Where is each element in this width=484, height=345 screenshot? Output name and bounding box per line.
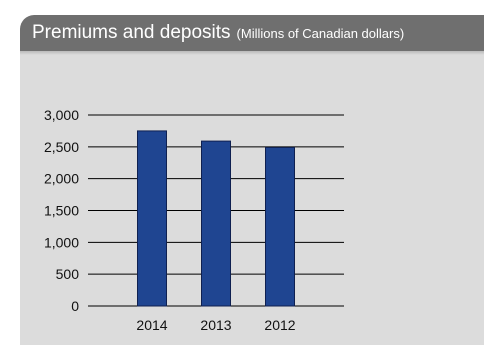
chart-panel: Premiums and deposits (Millions of Canad… — [20, 15, 484, 345]
y-tick-label: 500 — [56, 266, 80, 282]
x-tick-label: 2014 — [136, 317, 167, 333]
bar — [201, 140, 231, 307]
chart-header: Premiums and deposits (Millions of Canad… — [20, 15, 484, 51]
bar — [137, 130, 167, 307]
y-tick-label: 1,500 — [44, 203, 79, 219]
y-tick-label: 1,000 — [44, 234, 79, 250]
chart-subtitle: (Millions of Canadian dollars) — [236, 25, 405, 41]
y-tick-label: 0 — [71, 298, 79, 314]
chart-title: Premiums and deposits — [32, 22, 231, 43]
y-tick-label: 2,000 — [44, 171, 79, 187]
y-tick-label: 2,500 — [44, 139, 79, 155]
y-tick-label: 3,000 — [44, 107, 79, 123]
x-tick-label: 2012 — [264, 317, 295, 333]
bar — [265, 146, 295, 307]
header-shadow — [20, 51, 484, 55]
x-tick-label: 2013 — [200, 317, 231, 333]
